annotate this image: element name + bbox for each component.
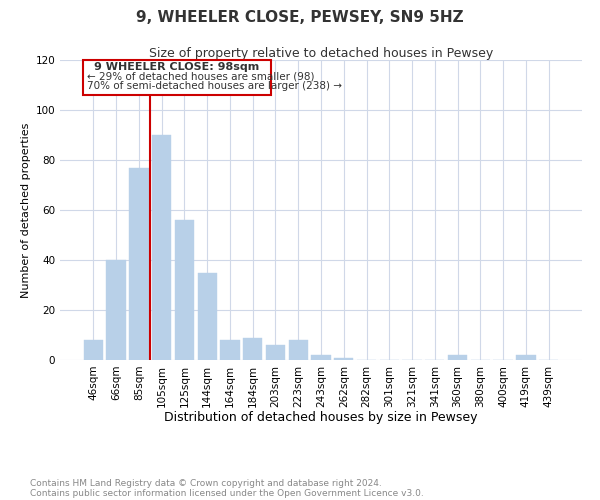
Bar <box>289 340 308 360</box>
Bar <box>129 168 149 360</box>
Bar <box>334 358 353 360</box>
Bar <box>175 220 194 360</box>
Text: 9 WHEELER CLOSE: 98sqm: 9 WHEELER CLOSE: 98sqm <box>94 62 260 72</box>
Bar <box>311 355 331 360</box>
Text: ← 29% of detached houses are smaller (98): ← 29% of detached houses are smaller (98… <box>86 71 314 81</box>
Bar <box>266 345 285 360</box>
Y-axis label: Number of detached properties: Number of detached properties <box>21 122 31 298</box>
Bar <box>516 355 536 360</box>
Bar <box>220 340 239 360</box>
Text: Contains public sector information licensed under the Open Government Licence v3: Contains public sector information licen… <box>30 488 424 498</box>
Bar <box>84 340 103 360</box>
X-axis label: Distribution of detached houses by size in Pewsey: Distribution of detached houses by size … <box>164 411 478 424</box>
Bar <box>197 272 217 360</box>
Bar <box>106 260 126 360</box>
Bar <box>448 355 467 360</box>
Bar <box>152 135 172 360</box>
FancyBboxPatch shape <box>83 60 271 95</box>
Title: Size of property relative to detached houses in Pewsey: Size of property relative to detached ho… <box>149 47 493 60</box>
Bar <box>243 338 262 360</box>
Text: 9, WHEELER CLOSE, PEWSEY, SN9 5HZ: 9, WHEELER CLOSE, PEWSEY, SN9 5HZ <box>136 10 464 25</box>
Text: 70% of semi-detached houses are larger (238) →: 70% of semi-detached houses are larger (… <box>86 81 341 91</box>
Text: Contains HM Land Registry data © Crown copyright and database right 2024.: Contains HM Land Registry data © Crown c… <box>30 478 382 488</box>
